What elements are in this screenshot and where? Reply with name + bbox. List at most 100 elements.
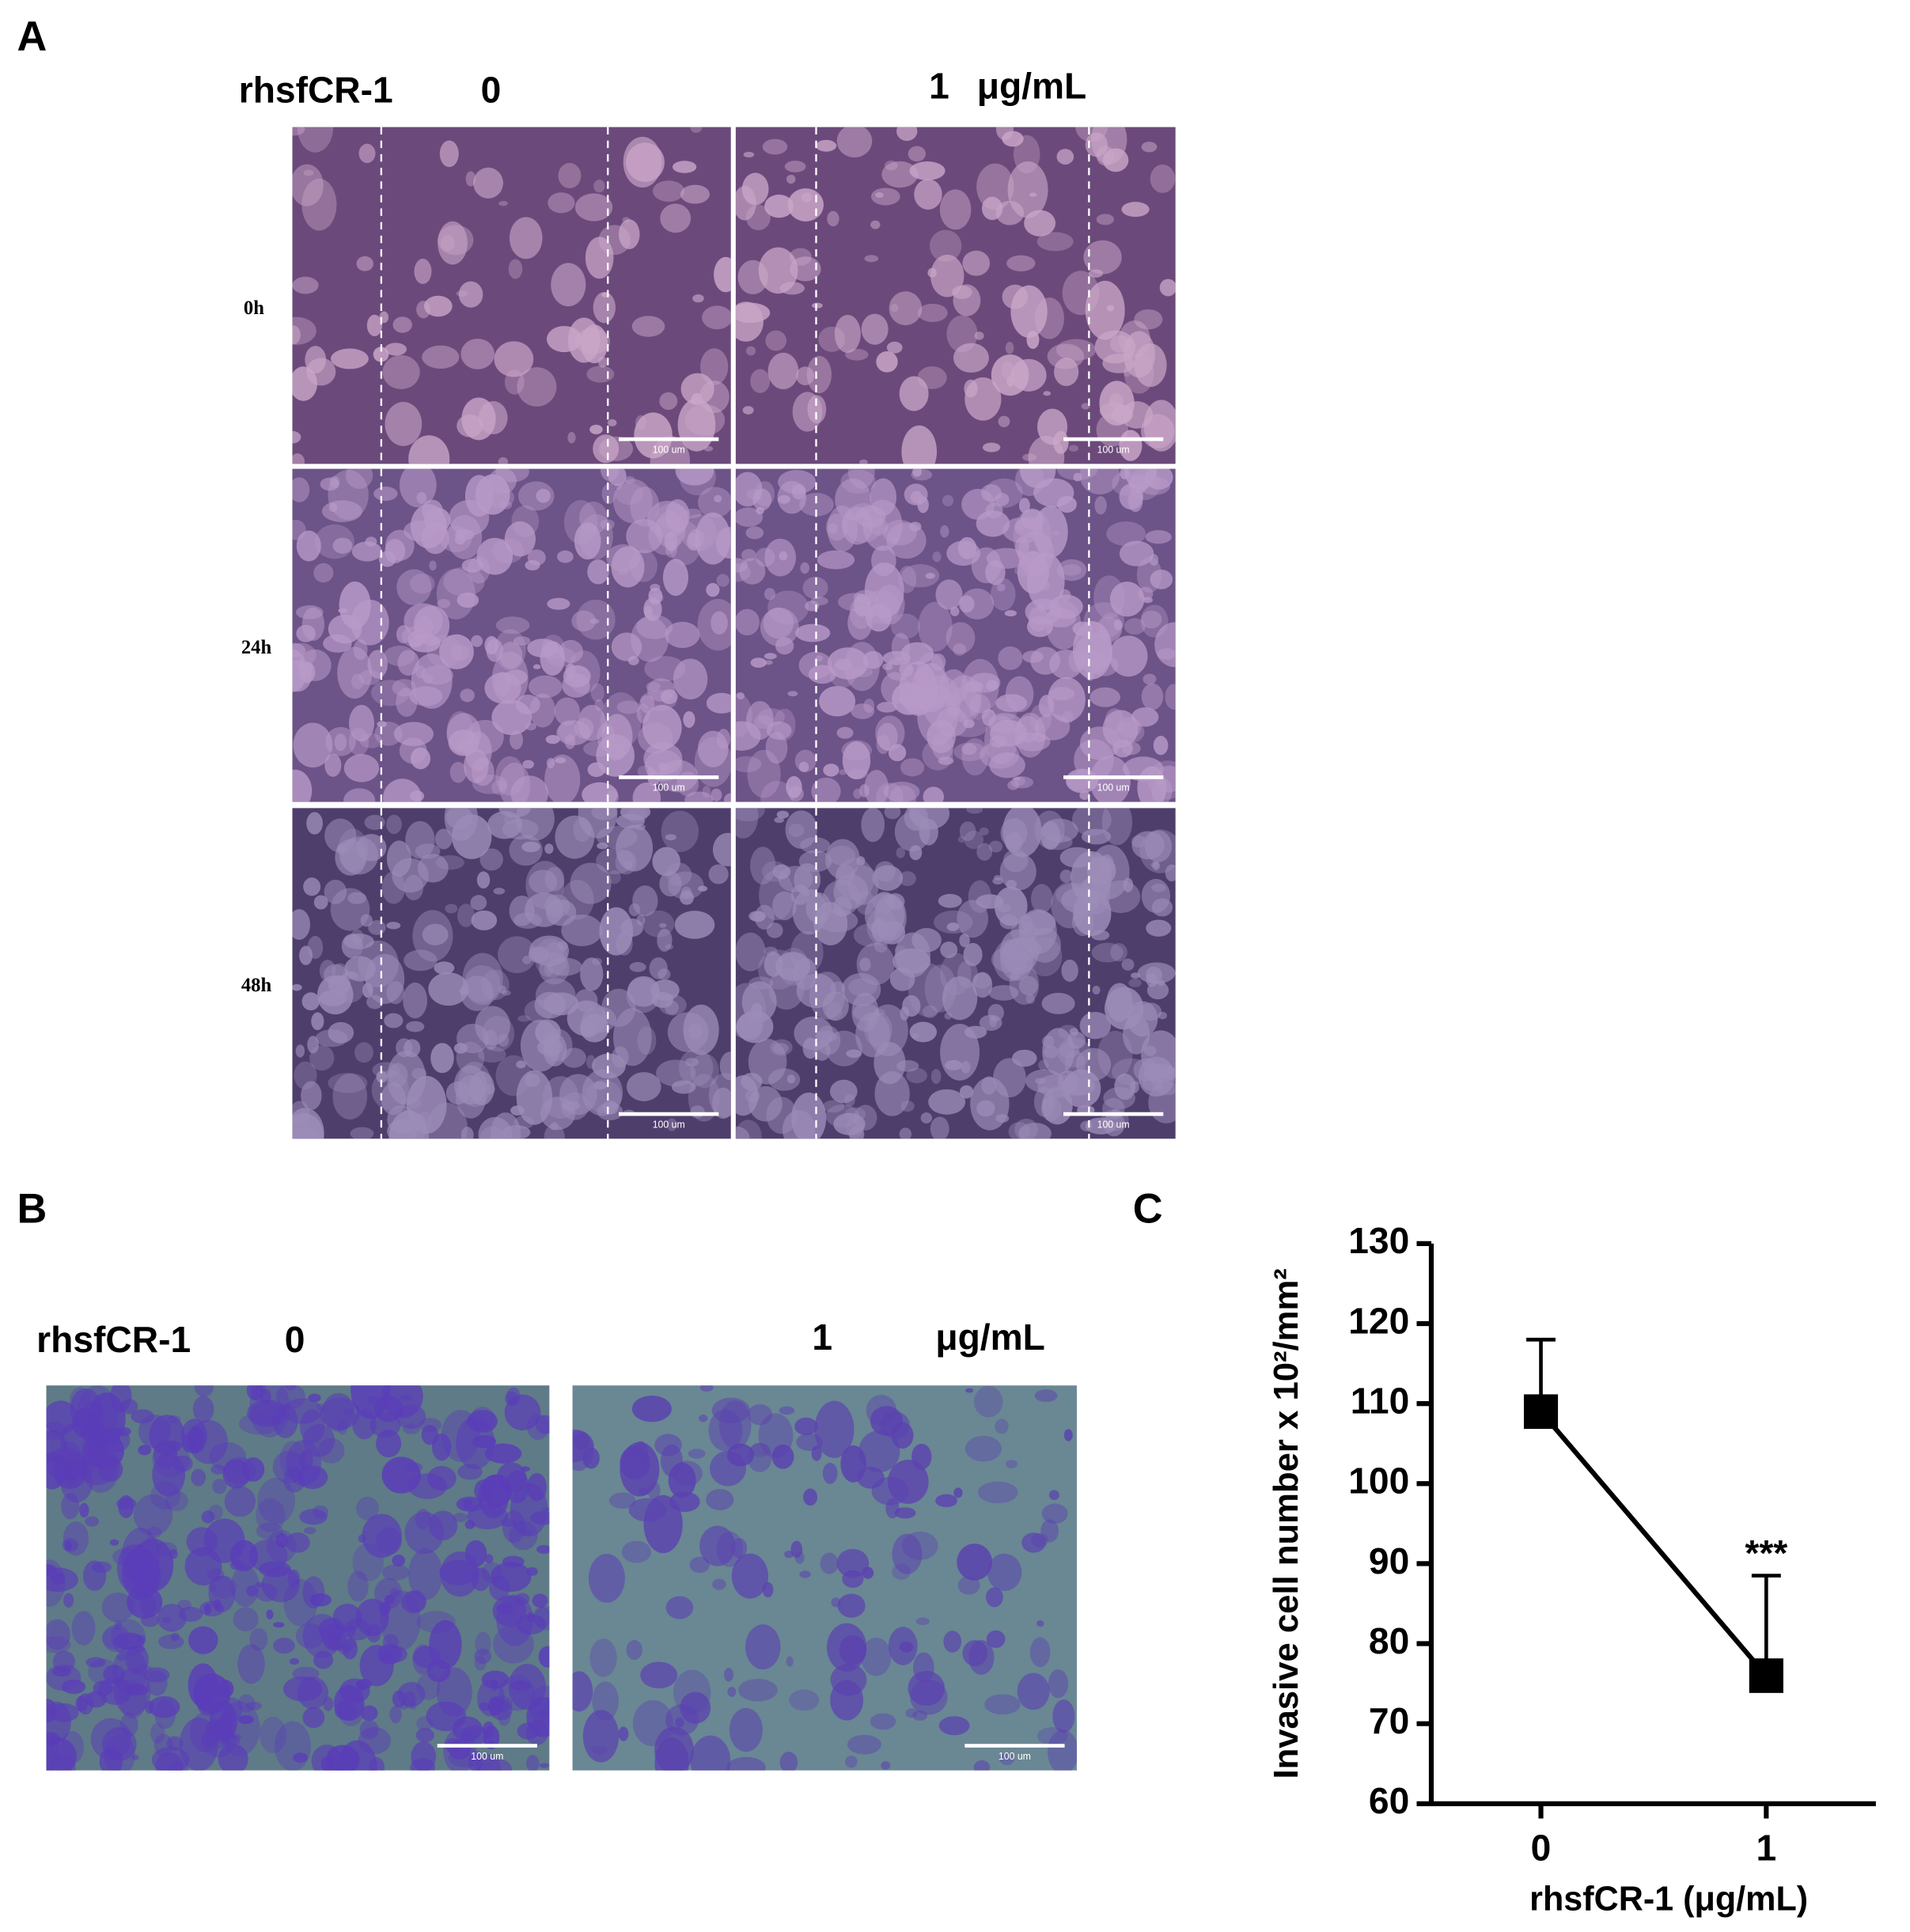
cell: [917, 303, 948, 322]
cell: [422, 923, 449, 945]
cell: [1068, 445, 1079, 452]
cell: [343, 934, 374, 949]
cell: [428, 972, 469, 1006]
micrograph: 100 um: [572, 1385, 1077, 1771]
cell: [359, 1719, 379, 1740]
cell: [839, 1635, 866, 1665]
cell: [628, 903, 641, 916]
cell: [374, 1578, 403, 1610]
cell: [504, 521, 536, 557]
cell: [1005, 341, 1014, 354]
cell: [541, 1507, 550, 1512]
cell: [285, 1385, 297, 1391]
cell: [616, 931, 633, 956]
cell: [502, 990, 511, 996]
cell: [111, 1619, 146, 1657]
cell: [233, 1607, 259, 1632]
cell: [70, 1387, 91, 1414]
cell: [1030, 646, 1060, 675]
cell: [699, 1414, 708, 1422]
cell: [885, 657, 913, 681]
cell: [498, 200, 508, 206]
cell: [803, 1488, 818, 1506]
cell: [266, 1609, 274, 1619]
cell: [1139, 829, 1176, 873]
cell: [381, 1385, 423, 1419]
cell: [540, 641, 566, 676]
cell: [1029, 1637, 1051, 1668]
cell: [328, 614, 362, 644]
cell: [579, 501, 608, 535]
cell: [516, 1060, 526, 1069]
cell: [1120, 468, 1130, 479]
cell: [313, 563, 334, 583]
cell: [791, 483, 806, 500]
cell: [745, 1624, 781, 1670]
cell: [572, 1430, 594, 1472]
cell: [358, 143, 376, 164]
cell: [455, 1074, 487, 1119]
cell: [373, 487, 398, 502]
cell: [282, 1676, 323, 1702]
cell: [768, 968, 805, 1010]
cell: [440, 1551, 479, 1597]
cell: [620, 808, 651, 820]
cell: [930, 1116, 949, 1139]
cell: [532, 1593, 548, 1608]
cell: [348, 704, 375, 742]
cell: [424, 507, 451, 532]
cell: [802, 577, 828, 600]
cell: [789, 1689, 820, 1711]
cell: [790, 885, 810, 905]
cell: [593, 180, 605, 193]
cell: [208, 1575, 236, 1612]
cell: [306, 358, 336, 386]
cell: [982, 442, 1001, 453]
cell: [1018, 975, 1038, 996]
cell: [871, 918, 888, 942]
cell: [991, 946, 1029, 973]
cell: [509, 217, 543, 259]
cell: [870, 1713, 896, 1730]
cell: [991, 578, 1016, 611]
cell: [1071, 907, 1094, 937]
cell: [404, 603, 443, 639]
cell: [237, 1694, 256, 1713]
cell: [476, 537, 514, 575]
cell: [533, 1605, 550, 1631]
cell: [302, 1707, 325, 1729]
cell: [543, 1033, 567, 1067]
cell: [443, 566, 485, 597]
cell: [888, 1627, 918, 1665]
cell: [151, 1746, 190, 1771]
cell: [900, 758, 925, 777]
cell: [58, 1441, 81, 1466]
cell: [864, 770, 889, 802]
cell: [377, 721, 387, 728]
cell: [1017, 1673, 1050, 1710]
cell: [356, 1496, 379, 1521]
cell: [1141, 683, 1164, 710]
cell: [567, 431, 576, 444]
cell: [842, 741, 871, 780]
cell: [1131, 835, 1146, 848]
cell: [591, 1744, 608, 1755]
cell: [822, 991, 849, 1021]
cell: [209, 1700, 237, 1743]
cell: [114, 1619, 122, 1631]
cell: [420, 665, 454, 685]
cell: [718, 1400, 752, 1449]
cell: [827, 506, 858, 552]
cell: [748, 976, 774, 990]
cell: [1096, 214, 1115, 225]
cell: [1165, 864, 1176, 882]
cell: [959, 821, 976, 842]
cell: [546, 757, 555, 769]
cell: [532, 664, 541, 669]
cell: [299, 945, 313, 965]
cell: [855, 1012, 891, 1058]
cell: [60, 1460, 93, 1503]
cell: [347, 1570, 369, 1602]
cell: [822, 1462, 838, 1484]
cell: [415, 1509, 431, 1529]
